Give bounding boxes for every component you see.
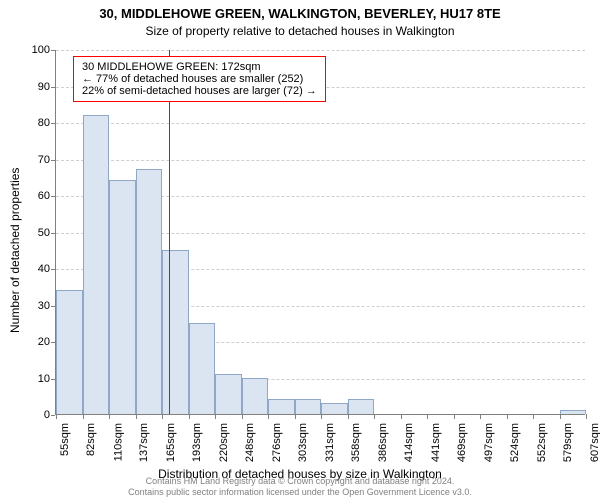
- histogram-bar: [162, 250, 189, 414]
- histogram-bar: [295, 399, 322, 414]
- histogram-bar: [348, 399, 375, 414]
- ytick-label: 80: [10, 117, 50, 129]
- annotation-line3: 22% of semi-detached houses are larger (…: [82, 85, 317, 97]
- ytick-label: 40: [10, 263, 50, 275]
- xtick-mark: [242, 414, 243, 419]
- xtick-label: 137sqm: [139, 423, 151, 462]
- ytick-mark: [51, 379, 55, 380]
- xtick-mark: [401, 414, 402, 419]
- gridline: [56, 160, 585, 161]
- annotation-line2: ← 77% of detached houses are smaller (25…: [82, 73, 317, 85]
- xtick-mark: [83, 414, 84, 419]
- xtick-label: 497sqm: [483, 423, 495, 462]
- xtick-mark: [586, 414, 587, 419]
- xtick-label: 193sqm: [192, 423, 204, 462]
- xtick-mark: [560, 414, 561, 419]
- xtick-mark: [268, 414, 269, 419]
- histogram-bar: [83, 115, 110, 414]
- xtick-label: 469sqm: [457, 423, 469, 462]
- xtick-mark: [427, 414, 428, 419]
- xtick-mark: [533, 414, 534, 419]
- histogram-bar: [109, 180, 136, 414]
- xtick-mark: [480, 414, 481, 419]
- ytick-label: 100: [10, 44, 50, 56]
- ytick-mark: [51, 123, 55, 124]
- gridline: [56, 50, 585, 51]
- annotation-line1: 30 MIDDLEHOWE GREEN: 172sqm: [82, 61, 317, 73]
- chart-title-line1: 30, MIDDLEHOWE GREEN, WALKINGTON, BEVERL…: [0, 6, 600, 21]
- ytick-label: 90: [10, 81, 50, 93]
- footer-line1: Contains HM Land Registry data © Crown c…: [0, 476, 600, 487]
- xtick-label: 579sqm: [563, 423, 575, 462]
- histogram-bar: [215, 374, 242, 414]
- xtick-label: 82sqm: [86, 423, 98, 456]
- xtick-mark: [507, 414, 508, 419]
- xtick-label: 414sqm: [404, 423, 416, 462]
- ytick-mark: [51, 269, 55, 270]
- xtick-mark: [374, 414, 375, 419]
- xtick-label: 441sqm: [430, 423, 442, 462]
- ytick-label: 60: [10, 190, 50, 202]
- marker-line: [169, 50, 170, 414]
- histogram-bar: [56, 290, 83, 414]
- xtick-mark: [162, 414, 163, 419]
- ytick-label: 50: [10, 227, 50, 239]
- ytick-label: 70: [10, 154, 50, 166]
- ytick-mark: [51, 87, 55, 88]
- ytick-mark: [51, 50, 55, 51]
- histogram-bar: [189, 323, 216, 414]
- ytick-label: 20: [10, 336, 50, 348]
- ytick-mark: [51, 306, 55, 307]
- xtick-mark: [454, 414, 455, 419]
- xtick-label: 386sqm: [377, 423, 389, 462]
- gridline: [56, 123, 585, 124]
- ytick-mark: [51, 160, 55, 161]
- xtick-label: 276sqm: [271, 423, 283, 462]
- annotation-box: 30 MIDDLEHOWE GREEN: 172sqm← 77% of deta…: [73, 56, 326, 102]
- histogram-bar: [242, 378, 269, 415]
- xtick-mark: [321, 414, 322, 419]
- xtick-label: 331sqm: [324, 423, 336, 462]
- xtick-label: 165sqm: [165, 423, 177, 462]
- ytick-label: 0: [10, 409, 50, 421]
- histogram-bar: [560, 410, 587, 414]
- ytick-mark: [51, 342, 55, 343]
- xtick-label: 248sqm: [245, 423, 257, 462]
- xtick-mark: [189, 414, 190, 419]
- histogram-bar: [136, 169, 163, 414]
- ytick-mark: [51, 415, 55, 416]
- xtick-label: 110sqm: [112, 423, 124, 461]
- xtick-label: 552sqm: [536, 423, 548, 462]
- xtick-mark: [136, 414, 137, 419]
- xtick-label: 220sqm: [218, 423, 230, 462]
- footer-attribution: Contains HM Land Registry data © Crown c…: [0, 476, 600, 498]
- xtick-label: 303sqm: [298, 423, 310, 462]
- ytick-label: 10: [10, 373, 50, 385]
- xtick-mark: [295, 414, 296, 419]
- xtick-mark: [348, 414, 349, 419]
- xtick-mark: [215, 414, 216, 419]
- ytick-mark: [51, 233, 55, 234]
- ytick-mark: [51, 196, 55, 197]
- xtick-label: 607sqm: [589, 423, 600, 462]
- chart-container: 30, MIDDLEHOWE GREEN, WALKINGTON, BEVERL…: [0, 0, 600, 500]
- xtick-label: 55sqm: [59, 423, 71, 456]
- xtick-label: 358sqm: [351, 423, 363, 462]
- xtick-mark: [56, 414, 57, 419]
- xtick-mark: [109, 414, 110, 419]
- chart-title-line2: Size of property relative to detached ho…: [0, 24, 600, 38]
- ytick-label: 30: [10, 300, 50, 312]
- footer-line2: Contains public sector information licen…: [0, 487, 600, 498]
- histogram-bar: [268, 399, 295, 414]
- xtick-label: 524sqm: [510, 423, 522, 462]
- plot-area: [55, 50, 585, 415]
- histogram-bar: [321, 403, 348, 414]
